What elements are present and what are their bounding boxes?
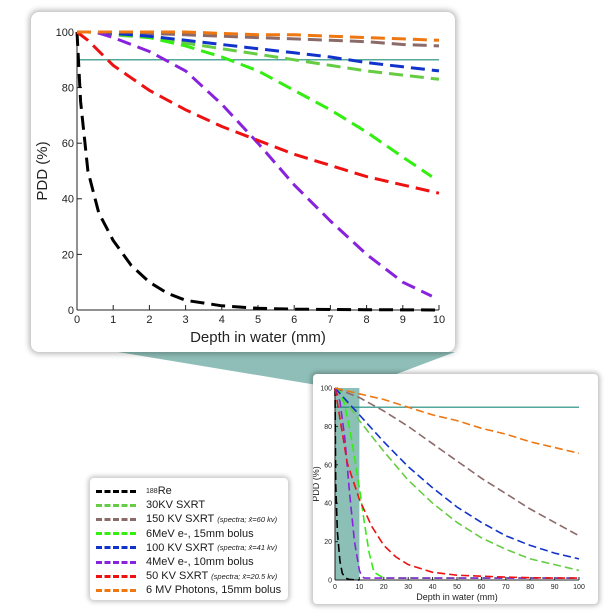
zoom-series-mv6 [77,30,440,42]
legend-swatch [96,560,136,564]
zoom-x-tick-label: 1 [110,314,116,326]
legend-label: 4MeV e-, 10mm bolus [146,556,254,568]
full-x-axis-label: Depth in water (mm) [416,592,498,602]
legend-label: Re [157,485,172,497]
zoom-x-tick-label: 4 [219,314,225,326]
full-x-tick-label: 70 [502,584,510,591]
legend-entry-re188: 188 Re [96,484,172,498]
full-series-kv50 [334,387,579,579]
zoom-y-axis-label: PDD (%) [34,141,51,200]
legend-entry-mev4: 4MeV e-, 10mm bolus [96,555,254,569]
full-y-axis-label: PDD (%) [313,466,321,502]
full-x-tick-label: 40 [429,584,437,591]
zoom-y-tick-label: 0 [68,305,74,317]
full-x-tick-label: 50 [453,584,461,591]
legend-note: (spectra; x̄=20.5 kv) [211,571,278,581]
zoom-x-tick-label: 3 [183,314,189,326]
legend-note: (spectra; x̄=41 kv) [217,543,278,553]
full-series-mev6 [334,387,579,579]
zoom-y-tick-label: 40 [62,194,74,206]
zoom-x-tick-label: 0 [74,314,80,326]
full-x-tick-label: 10 [356,584,364,591]
full-series-mev4 [334,387,579,579]
legend-entry-kv150: 150 KV SXRT (spectra; x̄=60 kv) [96,512,277,526]
zoom-x-tick-label: 5 [255,314,261,326]
legend-swatch [96,503,136,507]
full-x-tick-label: 90 [551,584,559,591]
full-x-tick-label: 0 [333,584,337,591]
full-x-tick-label: 60 [478,584,486,591]
legend-label: 100 KV SXRT [146,541,215,554]
full-x-tick-label: 100 [573,584,585,591]
full-series-re188 [334,387,360,581]
full-y-tick-label: 60 [324,462,332,469]
legend-entry-kv30: 30KV SXRT [96,498,205,512]
full-y-tick-label: 40 [324,501,332,508]
full-range-pdd-chart: 0 10 20 30 40 50 60 70 80 90 100 0 20 40 60 80 100 Depth … [313,385,585,602]
full-x-tick-label: 80 [526,584,534,591]
zoom-series-re188 [75,31,440,312]
zoom-series-mev4 [77,30,433,298]
zoom-y-tick-label: 60 [62,138,74,150]
legend-swatch [96,517,136,521]
legend-swatch [96,489,136,493]
zoom-y-tick-label: 100 [56,27,74,39]
zoom-x-tick-label: 8 [364,314,370,326]
legend-swatch [96,546,136,550]
full-y-tick-label: 20 [324,539,332,546]
legend-note: (spectra; x̄=60 kv) [217,514,278,524]
zoom-x-tick-label: 7 [327,314,333,326]
full-series-kv100 [334,387,580,560]
full-range-chart-panel: 0 10 20 30 40 50 60 70 80 90 100 0 20 40 60 80 100 Depth … [313,374,598,604]
full-y-tick-label: 100 [320,385,332,392]
legend-entry-kv100: 100 KV SXRT (spectra; x̄=41 kv) [96,541,277,555]
zoom-series-kv50 [76,30,440,195]
zoom-y-tick-label: 80 [62,82,74,94]
full-y-tick-label: 0 [328,577,332,584]
legend-label: 30KV SXRT [146,499,206,512]
zoom-x-tick-label: 9 [400,314,406,326]
legend-swatch [96,532,136,536]
legend-swatch [96,574,136,578]
zoom-x-tick-label: 2 [146,314,152,326]
legend-entry-kv50: 50 KV SXRT (spectra; x̄=20.5 kv) [96,569,277,583]
full-series-kv30 [334,387,580,572]
zoom-x-axis-label: Depth in water (mm) [190,329,326,346]
zoom-x-tick-label: 6 [291,314,297,326]
legend-superscript: 188 [146,487,158,495]
legend-label: 150 KV SXRT [146,513,215,526]
full-x-tick-label: 30 [404,584,412,591]
legend-entry-mev6: 6MeV e-, 15mm bolus [96,527,254,541]
chart-legend: 188 Re 30KV SXRT 150 KV SXRT (spectra; x̄=60… [90,478,288,600]
full-series-kv150 [334,387,580,537]
legend-swatch [96,588,136,592]
zoom-y-tick-label: 20 [62,249,74,261]
zoom-x-tick-label: 10 [433,314,445,326]
zoomed-chart-panel: 0 1 2 3 4 5 6 7 8 9 10 0 20 40 60 80 100 Depth in water (… [31,12,455,352]
legend-label: 50 KV SXRT [146,570,209,583]
legend-entry-mv6: 6 MV Photons, 15mm bolus [96,583,281,597]
full-x-tick-label: 20 [380,584,388,591]
full-series-mv6 [334,387,580,455]
legend-label: 6 MV Photons, 15mm bolus [146,584,282,597]
full-y-tick-label: 80 [324,424,332,431]
legend-label: 6MeV e-, 15mm bolus [146,527,254,540]
